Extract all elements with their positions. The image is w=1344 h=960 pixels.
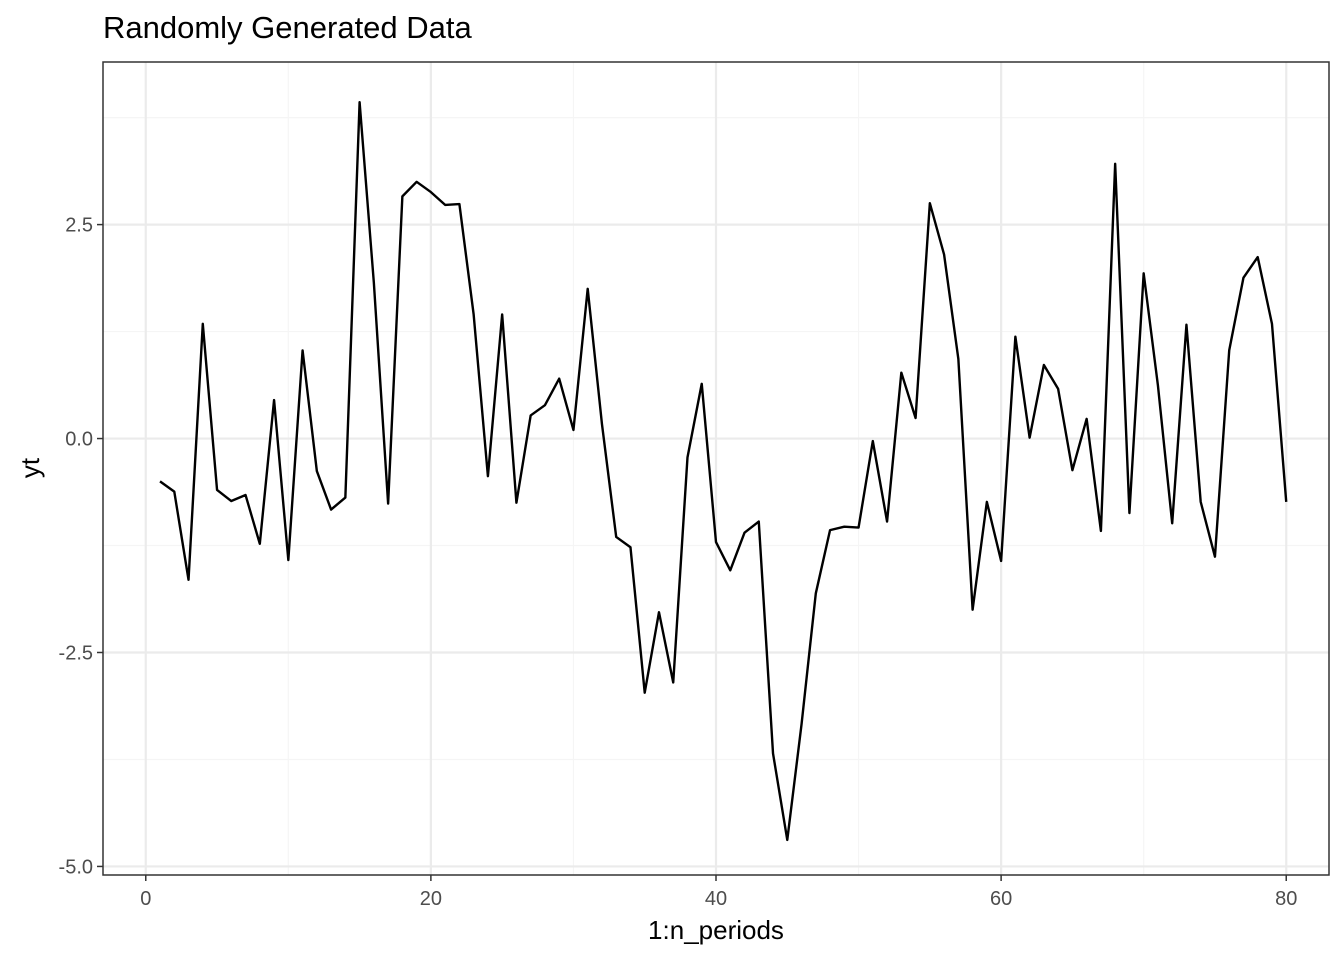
y-axis: -5.0 -2.5 0.0 2.5 bbox=[59, 215, 103, 878]
x-tick-label: 20 bbox=[420, 888, 442, 910]
grid-major bbox=[103, 62, 1329, 875]
series-line-yt bbox=[159, 101, 1288, 842]
y-tick-label: 2.5 bbox=[65, 215, 93, 237]
x-tick-label: 40 bbox=[705, 888, 727, 910]
y-tick-label: 0.0 bbox=[65, 429, 93, 451]
y-tick-label: -5.0 bbox=[59, 856, 93, 878]
x-axis: 0 20 40 60 80 bbox=[140, 875, 1297, 910]
x-tick-label: 80 bbox=[1275, 888, 1297, 910]
y-tick-label: -2.5 bbox=[59, 642, 93, 664]
x-axis-label: 1:n_periods bbox=[648, 915, 784, 945]
x-tick-label: 0 bbox=[140, 888, 151, 910]
y-axis-label: yt bbox=[15, 457, 45, 478]
x-tick-label: 60 bbox=[990, 888, 1012, 910]
chart-title: Randomly Generated Data bbox=[103, 10, 473, 45]
